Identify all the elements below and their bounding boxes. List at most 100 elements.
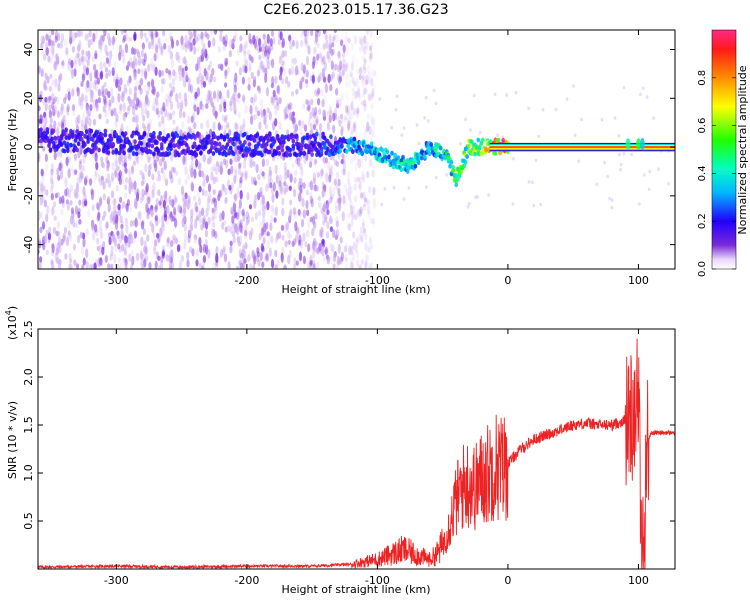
spectrogram-cell xyxy=(140,30,144,40)
spectrogram-cell xyxy=(110,210,114,221)
spectrogram-cell xyxy=(78,172,82,180)
spectrogram-cell xyxy=(184,178,188,185)
spectrogram-cell xyxy=(118,106,122,115)
spectrogram-cell xyxy=(236,133,241,139)
spectrogram-cell xyxy=(353,120,357,131)
spectrogram-cell xyxy=(65,199,69,205)
spectrogram-cell xyxy=(204,238,208,249)
spectrogram-cell xyxy=(220,249,224,258)
spectrogram-cell xyxy=(257,65,261,76)
spectrogram-cell xyxy=(356,250,360,259)
spectrogram-cell xyxy=(322,156,326,164)
spectrogram-cell xyxy=(264,49,268,57)
spectrogram-cell xyxy=(165,238,170,247)
spectrogram-cell xyxy=(130,62,134,69)
spectrogram-cell xyxy=(160,224,164,235)
spectrogram-cell xyxy=(290,134,294,140)
spectrogram-cell xyxy=(200,223,204,231)
spectrogram-cell xyxy=(43,123,47,132)
spectrogram-cell xyxy=(353,81,357,88)
spectrogram-cell xyxy=(346,219,350,228)
spectrogram-cell xyxy=(60,208,64,216)
spectrogram-cell xyxy=(307,243,311,252)
spectrogram-cell xyxy=(243,159,247,170)
spectrogram-content xyxy=(38,30,675,269)
spectrogram-cell xyxy=(324,246,328,256)
spectrogram-cell xyxy=(276,97,280,107)
spectrogram-cell xyxy=(241,64,245,73)
spectrogram-cell xyxy=(364,261,368,269)
spectrogram-cell xyxy=(172,69,176,77)
spectrogram-cell xyxy=(183,201,187,210)
spectrogram-cell xyxy=(324,214,328,220)
spectrogram-cell xyxy=(169,50,173,60)
spectrogram-cell xyxy=(276,259,280,267)
spectrogram-cell xyxy=(272,89,276,98)
spectrogram-cell xyxy=(346,107,350,116)
spectrogram-cell xyxy=(67,188,71,199)
spectrogram-cell xyxy=(122,34,127,42)
spectrogram-cell xyxy=(334,230,338,240)
spectrogram-cell xyxy=(147,170,151,177)
spectrogram-cell xyxy=(361,222,365,230)
spectrogram-cell xyxy=(657,167,660,171)
spectrogram-cell xyxy=(618,152,621,157)
spectrogram-cell xyxy=(120,123,124,134)
spectrogram-cell xyxy=(183,56,187,65)
spectrogram-cell xyxy=(243,44,247,55)
spectrogram-cell xyxy=(321,238,325,245)
spectrogram-cell xyxy=(352,231,356,239)
spectrogram-cell xyxy=(350,261,354,269)
spectrogram-cell xyxy=(49,95,53,103)
spectrogram-cell xyxy=(40,211,44,218)
spectrogram-cell xyxy=(126,198,130,207)
spectrogram-cell xyxy=(64,176,68,187)
spectrogram-cell xyxy=(344,30,348,41)
spectrogram-cell xyxy=(283,181,287,187)
spectrogram-cell xyxy=(351,79,355,86)
spectrogram-cell xyxy=(162,251,166,260)
spectrogram-cell xyxy=(162,199,166,209)
spectrogram-cell xyxy=(361,221,365,228)
spectrogram-cell xyxy=(211,207,215,216)
spectrogram-cell xyxy=(261,261,265,268)
spectrogram-cell xyxy=(141,188,145,198)
spectrogram-cell xyxy=(269,169,273,178)
spectrogram-cell xyxy=(537,134,541,139)
spectrogram-cell xyxy=(110,87,114,97)
spectrogram-cell xyxy=(162,102,166,112)
spectrogram-cell xyxy=(103,128,108,134)
spectrogram-cell xyxy=(511,202,515,206)
spectrogram-cell xyxy=(343,116,347,123)
spectrogram-cell xyxy=(329,242,333,252)
spectrogram-cell xyxy=(305,41,309,49)
spectrogram-cell xyxy=(344,184,348,193)
spectrogram-cell xyxy=(356,106,360,114)
spectrogram-cell xyxy=(48,226,52,233)
spectrogram-cell xyxy=(639,92,642,97)
spectrogram-cell xyxy=(280,185,284,196)
spectrogram-cell xyxy=(144,163,148,173)
spectrogram-cell xyxy=(335,220,339,228)
spectrogram-cell xyxy=(258,232,262,241)
spectrogram-cell xyxy=(147,142,151,148)
spectrogram-cell xyxy=(131,255,135,266)
spectrogram-cell xyxy=(399,161,404,167)
spectrogram-cell xyxy=(107,69,112,77)
spectrogram-cell xyxy=(169,170,173,178)
spectrogram-cell xyxy=(287,34,292,42)
spectrogram-cell xyxy=(362,132,366,138)
spectrogram-cell xyxy=(167,44,172,54)
spectrogram-cell xyxy=(300,62,304,71)
spectrogram-cell xyxy=(172,110,176,116)
spectrogram-cell xyxy=(349,110,354,121)
spectrogram-cell xyxy=(217,63,221,69)
spectrogram-cell xyxy=(648,169,652,174)
spectrogram-cell xyxy=(111,107,115,115)
spectrogram-cell xyxy=(295,40,299,50)
spectrogram-cell xyxy=(265,221,269,230)
spectrogram-cell xyxy=(118,85,122,92)
spectrogram-cell xyxy=(118,52,122,61)
spectrogram-cell xyxy=(234,193,238,202)
spectrogram-cell xyxy=(238,180,242,189)
